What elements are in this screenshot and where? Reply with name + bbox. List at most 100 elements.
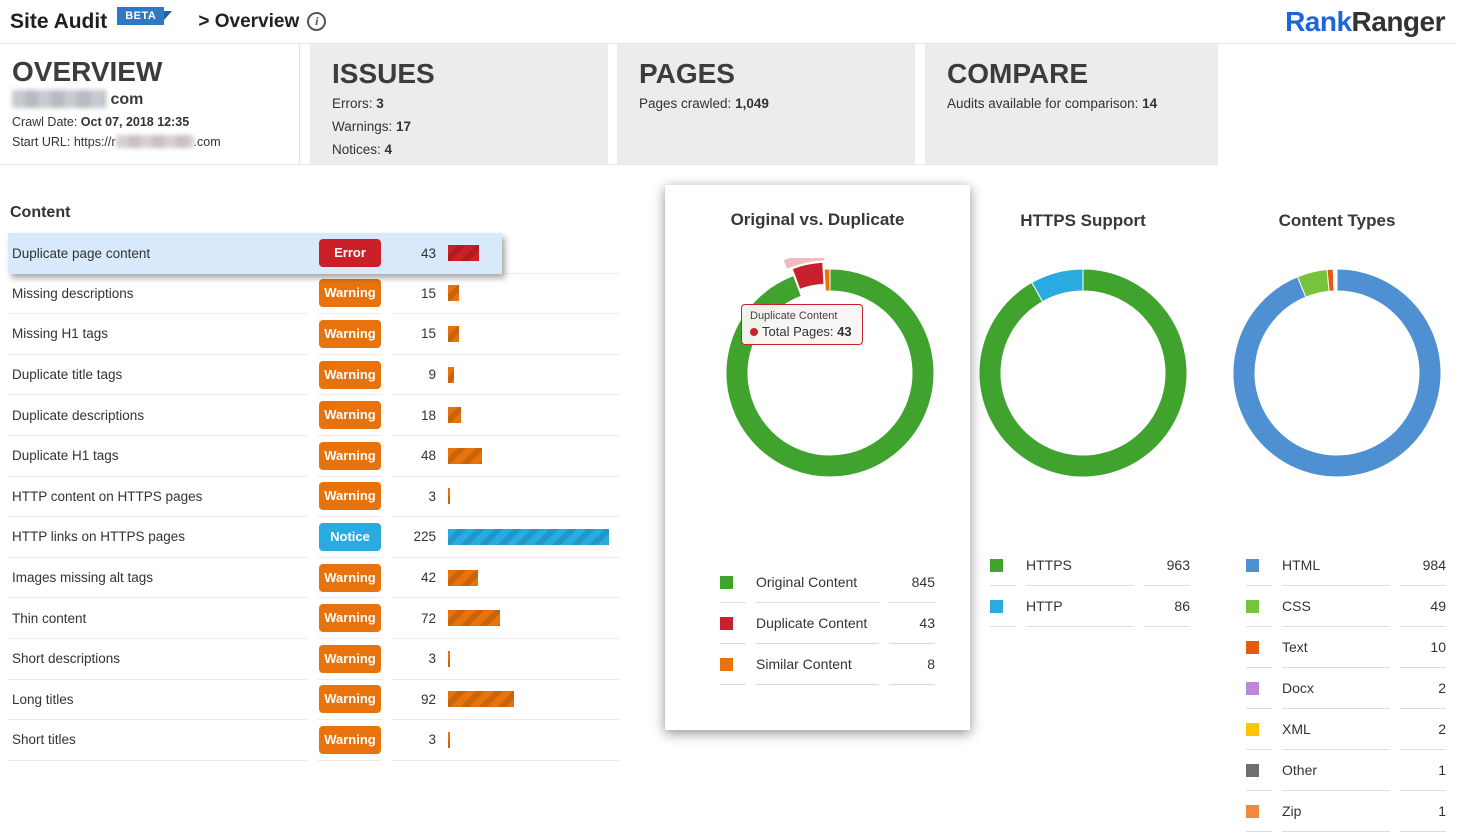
tooltip-marker-icon — [750, 328, 758, 336]
content-issue-row[interactable]: Duplicate page content Error 43 — [8, 233, 502, 274]
legend-value: 2 — [1400, 668, 1446, 709]
issue-bar — [448, 691, 514, 708]
donut-slice-zip[interactable] — [1335, 268, 1338, 292]
legend-label: Other — [1282, 750, 1390, 791]
legend-row[interactable]: HTTPS 963 — [990, 545, 1190, 586]
donut-slice-similar-content[interactable] — [823, 268, 831, 292]
legend-row[interactable]: XML 2 — [1246, 709, 1446, 750]
legend-value: 984 — [1400, 545, 1446, 586]
content-issue-row[interactable]: Thin content Warning 72 — [8, 598, 620, 639]
https-support-legend: HTTPS 963 HTTP 86 — [990, 545, 1190, 627]
original-vs-duplicate-legend: Original Content 845 Duplicate Content 43 Si… — [720, 562, 935, 685]
donut-slice-html[interactable] — [1232, 268, 1442, 478]
content-issue-row[interactable]: Missing H1 tags Warning 15 — [8, 314, 620, 355]
legend-value: 86 — [1144, 586, 1190, 627]
issue-bar — [448, 610, 500, 627]
legend-swatch-icon — [990, 558, 1003, 572]
content-issue-row[interactable]: Missing descriptions Warning 15 — [8, 273, 620, 315]
severity-badge: Warning — [319, 604, 381, 633]
donut-slice-https[interactable] — [978, 268, 1188, 478]
legend-row[interactable]: Other 1 — [1246, 750, 1446, 791]
issue-label: Images missing alt tags — [8, 558, 308, 599]
legend-label: CSS — [1282, 586, 1390, 627]
legend-row[interactable]: Zip 1 — [1246, 791, 1446, 832]
tooltip-series-name: Duplicate Content — [750, 310, 838, 322]
legend-swatch-cell — [1246, 545, 1272, 586]
original-vs-duplicate-card: Original vs. Duplicate Duplicate Content… — [665, 185, 970, 730]
info-icon[interactable]: i — [307, 12, 327, 31]
content-issue-row[interactable]: Duplicate descriptions Warning 18 — [8, 395, 620, 436]
compare-card: COMPARE Audits available for comparison:… — [925, 44, 1218, 164]
https-support-donut[interactable] — [968, 258, 1198, 488]
issue-label: Short descriptions — [8, 639, 308, 680]
issue-bar — [448, 650, 450, 667]
legend-swatch-icon — [1246, 599, 1259, 613]
pages-card: PAGES Pages crawled: 1,049 — [617, 44, 915, 164]
top-bar: Site Audit BETA > Overview i RankRanger — [0, 0, 1457, 44]
content-issue-row[interactable]: Images missing alt tags Warning 42 — [8, 557, 620, 599]
content-issue-row[interactable]: Long titles Warning 92 — [8, 679, 620, 721]
legend-row[interactable]: HTTP 86 — [990, 586, 1190, 627]
legend-label: Similar Content — [756, 644, 879, 685]
issue-bar — [448, 285, 459, 302]
donut-slice-http[interactable] — [1031, 268, 1084, 303]
issue-badge-cell: Warning — [318, 355, 382, 396]
redacted-url — [115, 135, 194, 148]
content-issue-row[interactable]: HTTP links on HTTPS pages Notice 225 — [8, 517, 620, 558]
legend-value: 8 — [889, 644, 935, 685]
legend-label: Original Content — [756, 562, 879, 603]
legend-row[interactable]: Docx 2 — [1246, 668, 1446, 709]
original-vs-duplicate-donut[interactable] — [715, 258, 945, 488]
errors-label: Errors: — [332, 96, 373, 111]
issue-meta-cell: 15 — [392, 314, 620, 355]
errors-count: 3 — [376, 96, 384, 111]
content-types-donut[interactable] — [1222, 258, 1452, 488]
content-section-title: Content — [10, 204, 71, 221]
legend-swatch-cell — [1246, 668, 1272, 709]
content-issue-row[interactable]: Duplicate title tags Warning 9 — [8, 354, 620, 396]
content-issue-row[interactable]: HTTP content on HTTPS pages Warning 3 — [8, 476, 620, 518]
legend-row[interactable]: Duplicate Content 43 — [720, 603, 935, 644]
issue-badge-cell: Warning — [318, 436, 382, 477]
legend-row[interactable]: CSS 49 — [1246, 586, 1446, 627]
legend-row[interactable]: Text 10 — [1246, 627, 1446, 668]
issue-bar — [448, 569, 478, 586]
issue-meta-cell: 15 — [392, 274, 620, 315]
legend-swatch-cell — [1246, 627, 1272, 668]
issue-label: Duplicate title tags — [8, 355, 308, 396]
pages-card-title: PAGES — [639, 58, 735, 89]
legend-swatch-cell — [1246, 791, 1272, 832]
content-issue-row[interactable]: Short descriptions Warning 3 — [8, 638, 620, 680]
issue-badge-cell: Warning — [318, 314, 382, 355]
issue-meta-cell: 18 — [392, 395, 620, 436]
donut-slice-duplicate-content[interactable] — [791, 261, 825, 290]
crawl-date-value: Oct 07, 2018 12:35 — [80, 115, 190, 129]
legend-row[interactable]: HTML 984 — [1246, 545, 1446, 586]
legend-swatch-cell — [720, 603, 746, 644]
content-issue-row[interactable]: Short titles Warning 3 — [8, 720, 620, 761]
audits-label: Audits available for comparison: — [947, 96, 1139, 111]
legend-row[interactable]: Original Content 845 — [720, 562, 935, 603]
issue-count: 15 — [420, 285, 436, 301]
compare-card-title: COMPARE — [947, 58, 1089, 89]
issue-meta-cell: 43 — [392, 233, 502, 274]
logo-part-ranger: Ranger — [1351, 6, 1446, 37]
overview-card: OVERVIEW com Crawl Date: Oct 07, 2018 12… — [0, 44, 300, 164]
issue-badge-cell: Warning — [318, 680, 382, 721]
donut-slice-original-content[interactable] — [725, 268, 935, 478]
content-issue-row[interactable]: Duplicate H1 tags Warning 48 — [8, 435, 620, 477]
legend-value: 845 — [889, 562, 935, 603]
warnings-count: 17 — [396, 119, 412, 134]
issue-meta-cell: 92 — [392, 680, 620, 721]
notices-count: 4 — [384, 142, 393, 157]
legend-row[interactable]: Similar Content 8 — [720, 644, 935, 685]
legend-swatch-cell — [990, 545, 1016, 586]
issue-badge-cell: Warning — [318, 395, 382, 436]
issue-bar — [448, 407, 461, 424]
issue-label: Duplicate descriptions — [8, 395, 308, 436]
legend-swatch-cell — [1246, 586, 1272, 627]
issue-bar — [448, 447, 482, 464]
issue-badge-cell: Warning — [318, 598, 382, 639]
issue-badge-cell: Warning — [318, 274, 382, 315]
severity-badge: Notice — [319, 522, 381, 551]
